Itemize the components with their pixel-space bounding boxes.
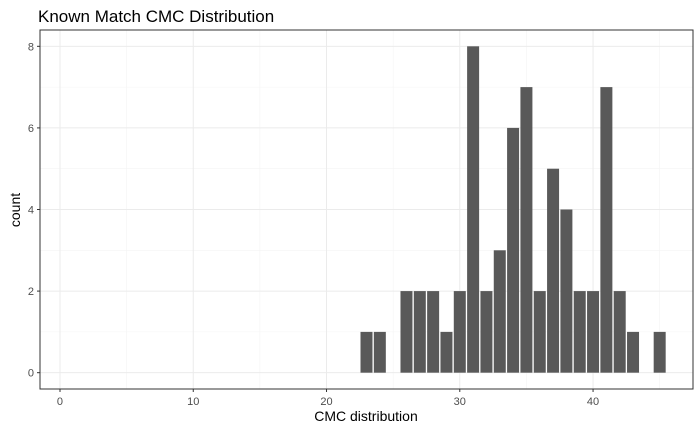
x-axis-label: CMC distribution	[314, 408, 417, 424]
bar	[587, 291, 600, 373]
bar	[520, 87, 533, 373]
bar	[480, 291, 493, 373]
bar	[653, 331, 666, 373]
x-tick-label: 10	[187, 396, 199, 408]
bar	[613, 291, 626, 373]
bar	[627, 331, 640, 373]
x-tick-label: 30	[454, 396, 466, 408]
bar	[453, 291, 466, 373]
bar	[467, 46, 480, 373]
bar	[533, 291, 546, 373]
x-tick-label: 40	[587, 396, 599, 408]
bar	[560, 209, 573, 373]
bar	[400, 291, 413, 373]
bar	[440, 331, 453, 373]
bar	[373, 331, 386, 373]
plot-panel: 0 10 20 30 40 0 2 4 6 8	[28, 29, 694, 408]
y-axis-label: count	[7, 193, 23, 227]
bar	[360, 331, 373, 373]
x-tick-label: 20	[320, 396, 332, 408]
x-tick-label: 0	[57, 396, 63, 408]
bar	[427, 291, 440, 373]
y-tick-label: 6	[28, 123, 34, 135]
bar	[547, 168, 560, 373]
y-tick-label: 8	[28, 41, 34, 53]
y-tick-label: 0	[28, 368, 34, 380]
bar	[507, 127, 520, 373]
bar	[413, 291, 426, 373]
bar	[600, 87, 613, 373]
y-tick-label: 2	[28, 286, 34, 298]
bar	[573, 291, 586, 373]
y-tick-label: 4	[28, 205, 34, 217]
bar	[493, 250, 506, 373]
chart-title: Known Match CMC Distribution	[38, 7, 274, 26]
